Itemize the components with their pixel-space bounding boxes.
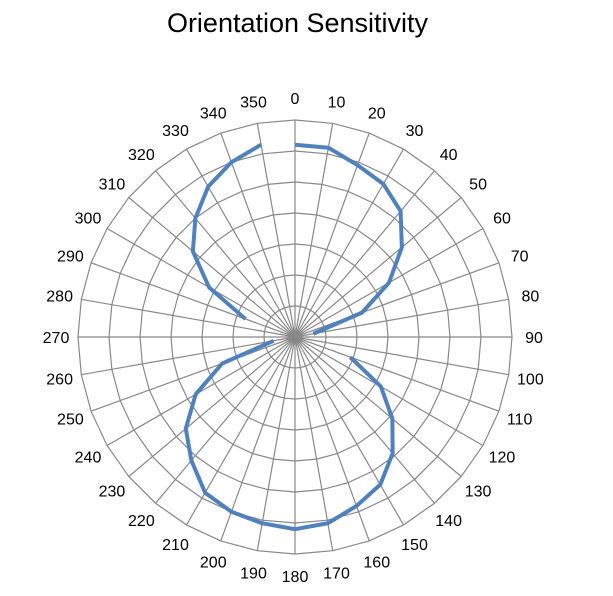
axis-label-10: 10 bbox=[328, 95, 346, 112]
axis-label-0: 0 bbox=[291, 91, 300, 108]
axis-label-130: 130 bbox=[465, 484, 492, 501]
grid-spoke bbox=[294, 336, 462, 477]
axis-label-350: 350 bbox=[240, 95, 267, 112]
grid-spoke bbox=[294, 336, 509, 376]
axis-label-240: 240 bbox=[75, 450, 102, 467]
grid-spoke bbox=[81, 298, 296, 338]
series-line bbox=[190, 142, 263, 321]
axis-label-100: 100 bbox=[517, 372, 544, 389]
grid-spoke bbox=[294, 336, 500, 412]
grid-spoke bbox=[294, 170, 435, 338]
axis-label-120: 120 bbox=[489, 450, 516, 467]
axis-label-330: 330 bbox=[162, 123, 189, 140]
grid-spoke bbox=[106, 336, 296, 447]
chart-title: Orientation Sensitivity bbox=[166, 8, 429, 38]
grid-spoke bbox=[128, 197, 296, 338]
grid-spoke bbox=[106, 227, 296, 338]
grid-spoke bbox=[294, 123, 334, 338]
grid-spoke bbox=[220, 132, 296, 338]
axis-label-160: 160 bbox=[363, 555, 390, 572]
axis-label-200: 200 bbox=[200, 555, 227, 572]
axis-label-50: 50 bbox=[469, 176, 487, 193]
axis-label-180: 180 bbox=[282, 569, 309, 586]
grid-spoke bbox=[185, 148, 296, 338]
axis-label-110: 110 bbox=[507, 412, 533, 429]
axis-label-20: 20 bbox=[368, 105, 386, 122]
axis-label-290: 290 bbox=[57, 248, 84, 265]
grid-spoke bbox=[294, 336, 484, 447]
axis-label-300: 300 bbox=[75, 211, 102, 228]
axis-label-260: 260 bbox=[46, 372, 73, 389]
axis-label-70: 70 bbox=[511, 248, 529, 265]
axis-label-320: 320 bbox=[128, 147, 155, 164]
axis-label-90: 90 bbox=[525, 330, 543, 347]
grid-spoke bbox=[90, 336, 296, 412]
grid-spoke bbox=[81, 336, 296, 376]
axis-label-210: 210 bbox=[162, 537, 189, 554]
axis-label-220: 220 bbox=[128, 513, 155, 530]
axis-label-150: 150 bbox=[401, 537, 428, 554]
grid-spoke bbox=[294, 197, 462, 338]
series-line bbox=[183, 338, 395, 532]
grid-spoke bbox=[294, 336, 334, 551]
grid-spoke bbox=[294, 336, 405, 526]
series-line bbox=[294, 142, 404, 336]
grid-spoke bbox=[155, 170, 296, 338]
grid-spoke bbox=[256, 123, 296, 338]
grid-spoke bbox=[155, 336, 296, 504]
axis-label-60: 60 bbox=[493, 211, 511, 228]
axis-label-140: 140 bbox=[435, 513, 462, 530]
axis-label-340: 340 bbox=[200, 105, 227, 122]
axis-label-30: 30 bbox=[406, 123, 424, 140]
grid-spoke bbox=[220, 336, 296, 542]
grid-spoke bbox=[294, 336, 435, 504]
grid-spoke bbox=[90, 262, 296, 338]
axis-label-250: 250 bbox=[57, 412, 84, 429]
axis-label-280: 280 bbox=[46, 288, 73, 305]
grid-spoke bbox=[294, 262, 500, 338]
axis-label-170: 170 bbox=[323, 565, 350, 582]
axis-label-230: 230 bbox=[99, 484, 126, 501]
axis-label-310: 310 bbox=[99, 176, 126, 193]
axis-label-190: 190 bbox=[240, 565, 267, 582]
grid-spoke bbox=[128, 336, 296, 477]
axis-label-270: 270 bbox=[43, 330, 70, 347]
grid-spoke bbox=[256, 336, 296, 551]
grid-spoke bbox=[294, 298, 509, 338]
grid-spoke bbox=[294, 148, 405, 338]
axis-label-40: 40 bbox=[440, 147, 458, 164]
axis-label-80: 80 bbox=[521, 288, 539, 305]
